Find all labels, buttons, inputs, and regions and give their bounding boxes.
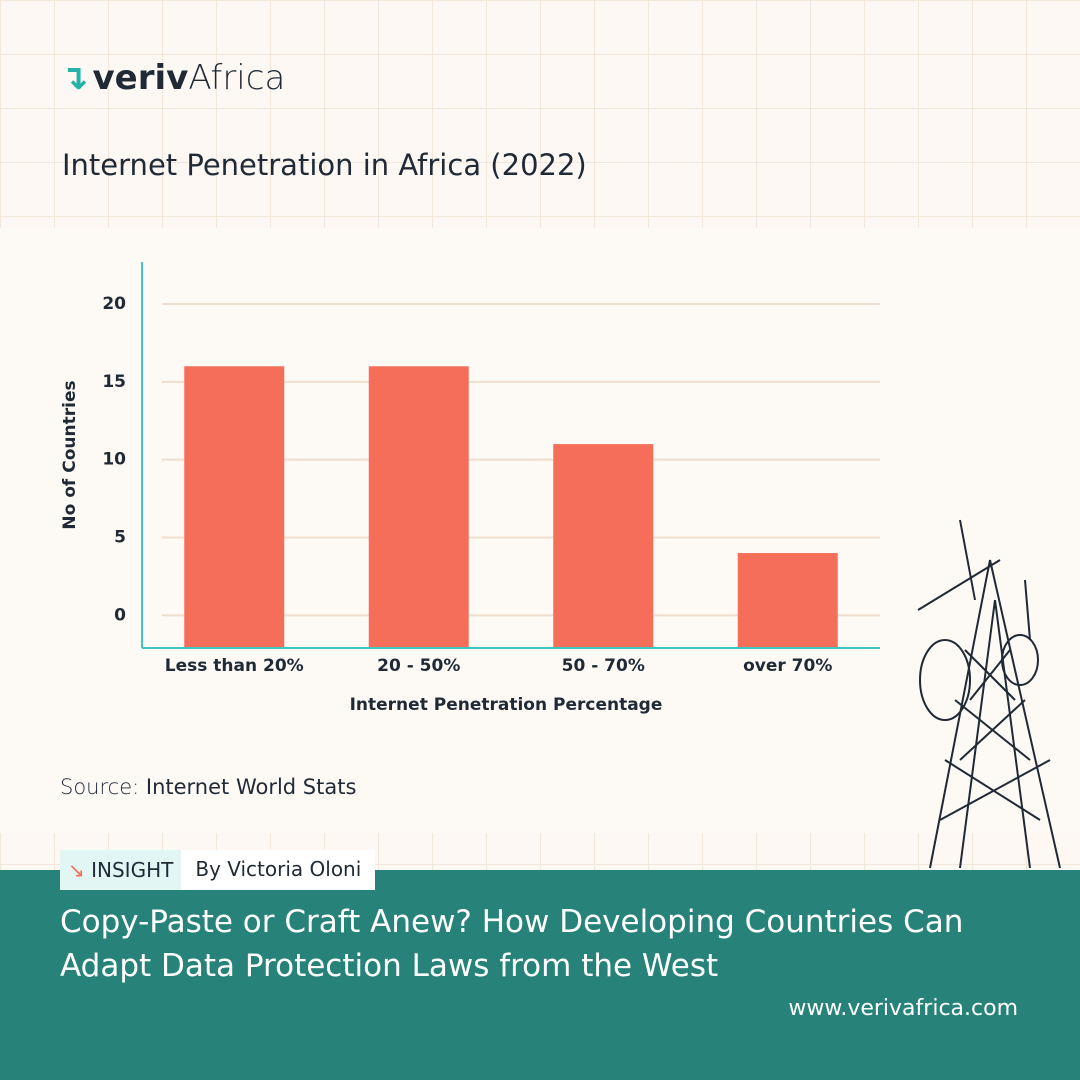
- tag-bar: ↘ INSIGHT By Victoria Oloni: [60, 850, 376, 890]
- x-tick-label: 50 - 70%: [562, 656, 645, 676]
- author: By Victoria Oloni: [195, 857, 362, 881]
- chart-panel: [0, 228, 1080, 833]
- x-axis-title: Internet Penetration Percentage: [350, 695, 663, 715]
- y-tick-label: 10: [102, 450, 126, 470]
- source: Source: Internet World Stats: [60, 775, 356, 799]
- logo: ↴ verivAfrica: [60, 58, 285, 98]
- y-axis-title: No of Countries: [60, 380, 80, 529]
- chart: 0 5 10 15 20 Less than 20% 20 - 50% 50 - 70% ove…: [60, 262, 1061, 869]
- tower-illustration: [917, 519, 1061, 869]
- y-tick-label: 5: [114, 527, 126, 547]
- y-tick-label: 0: [114, 605, 126, 625]
- logo-mark: ↴: [60, 58, 89, 98]
- tag-label: ↘ INSIGHT: [60, 850, 182, 890]
- source-label: Source:: [60, 775, 140, 799]
- bar: [553, 444, 654, 648]
- bar: [184, 366, 285, 648]
- bar: [737, 553, 838, 648]
- footer: [0, 870, 1080, 1080]
- y-tick-label: 15: [102, 372, 126, 392]
- x-tick-label: Less than 20%: [165, 656, 304, 676]
- y-tick-label: 20: [102, 294, 126, 314]
- logo-text: veriv: [92, 58, 189, 98]
- bar: [368, 366, 469, 648]
- url: www.verivafrica.com: [788, 996, 1018, 1021]
- headline: Copy-Paste or Craft Anew? How Developing…: [60, 904, 964, 984]
- chart-title: Internet Penetration in Africa (2022): [62, 148, 587, 182]
- x-tick-label: 20 - 50%: [377, 656, 460, 676]
- tag-text: INSIGHT: [91, 858, 174, 882]
- x-tick-label: over 70%: [743, 656, 832, 676]
- source-text: Internet World Stats: [145, 775, 357, 799]
- tag-icon: ↘: [68, 858, 85, 882]
- logo-text: Africa: [188, 58, 286, 98]
